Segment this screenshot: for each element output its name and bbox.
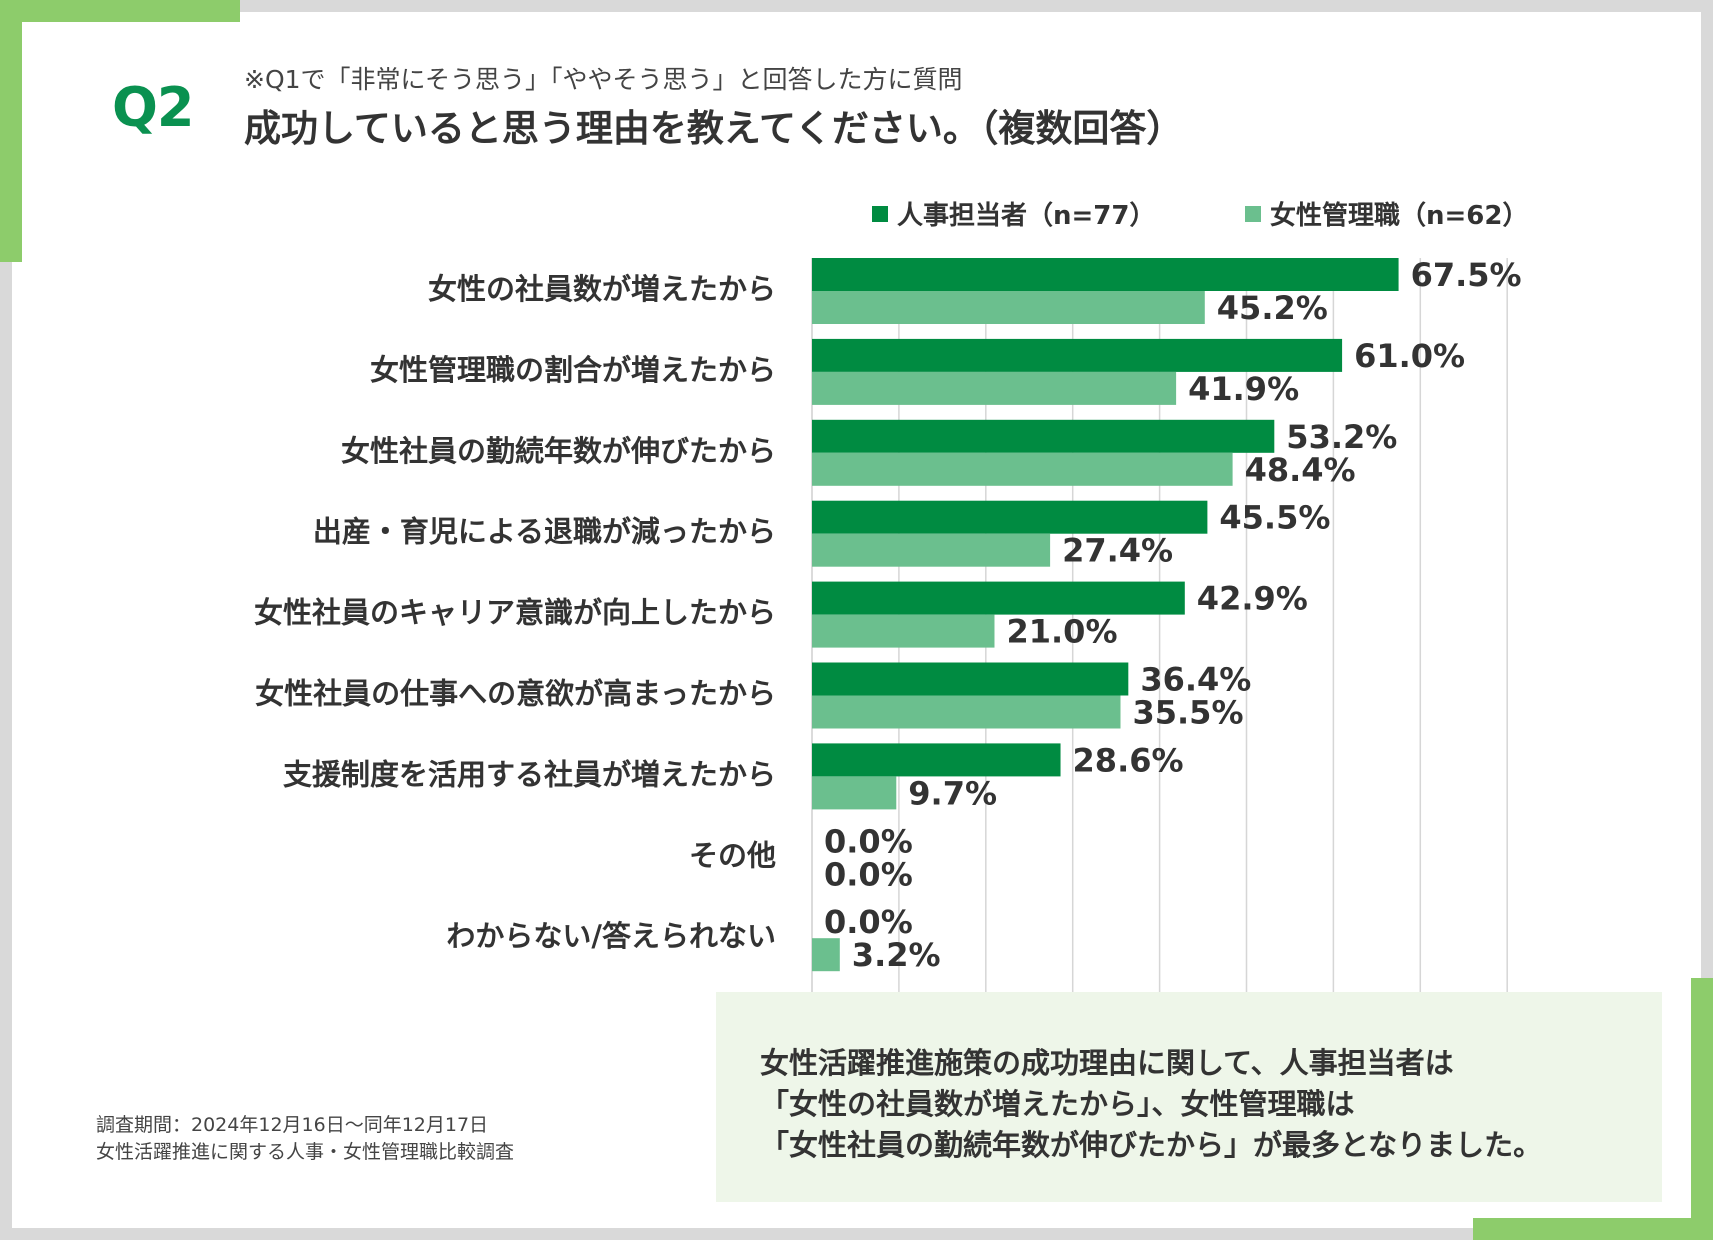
page-title: 成功していると思う理由を教えてください。（複数回答） [244, 107, 1184, 150]
bar-hr [812, 500, 1208, 534]
bar-hr [812, 581, 1185, 615]
bar-manager [812, 291, 1205, 324]
category-label: 女性社員のキャリア意識が向上したから [254, 596, 776, 630]
category-label: 支援制度を活用する社員が増えたから [283, 757, 776, 791]
data-label-hr: 61.0% [1354, 337, 1465, 375]
data-label-manager: 9.7% [908, 774, 997, 812]
bar-hr [812, 338, 1343, 372]
data-label-hr: 45.5% [1219, 499, 1330, 537]
category-label: 女性の社員数が増えたから [428, 272, 776, 306]
data-label-hr: 0.0% [824, 822, 913, 860]
bar-manager [812, 533, 1051, 567]
summary-line-3: 「女性社員の勤続年数が伸びたから」が最多となりました。 [760, 1128, 1543, 1162]
bar-hr [812, 419, 1275, 453]
summary-line-2: 「女性の社員数が増えたから」、女性管理職は [760, 1087, 1355, 1121]
data-label-manager: 21.0% [1006, 613, 1117, 651]
survey-name: 女性活躍推進に関する人事・女性管理職比較調査 [96, 1141, 515, 1163]
legend-swatch-hr [872, 205, 888, 222]
bar-manager [812, 938, 840, 972]
summary-line-1: 女性活躍推進施策の成功理由に関して、人事担当者は [760, 1046, 1454, 1080]
data-label-manager: 45.2% [1217, 289, 1328, 327]
data-label-manager: 41.9% [1188, 370, 1299, 408]
data-label-manager: 35.5% [1132, 694, 1243, 732]
summary-box: 女性活躍推進施策の成功理由に関して、人事担当者は 「女性の社員数が増えたから」、… [716, 992, 1662, 1202]
accent-top-left-horizontal [0, 0, 240, 22]
data-label-hr: 28.6% [1073, 741, 1184, 779]
data-label-manager: 3.2% [852, 936, 941, 974]
category-label: わからない/答えられない [446, 919, 776, 953]
bar-hr [812, 743, 1061, 777]
category-label: その他 [689, 838, 776, 872]
data-label-hr: 67.5% [1411, 256, 1522, 294]
bar-manager [812, 371, 1177, 405]
bar-manager [812, 776, 897, 810]
question-number: Q2 [112, 76, 194, 139]
legend-item-hr: 人事担当者（n=77） [872, 195, 1155, 232]
category-label: 女性社員の勤続年数が伸びたから [341, 434, 776, 468]
data-label-hr: 53.2% [1286, 418, 1397, 456]
question-note: ※Q1で「非常にそう思う」「ややそう思う」と回答した方に質問 [244, 65, 963, 94]
bar-manager [812, 614, 995, 648]
category-label: 出産・育児による退職が減ったから [313, 515, 776, 549]
data-label-manager: 0.0% [824, 855, 913, 893]
survey-period: 調査期間：2024年12月16日～同年12月17日 [96, 1114, 489, 1136]
category-label: 女性管理職の割合が増えたから [370, 353, 776, 387]
bar-chart: 女性の社員数が増えたから 67.5% 45.2% 女性管理職の割合が増えたから 61.0… [254, 256, 1522, 993]
accent-bottom-right-vertical [1691, 978, 1713, 1240]
bar-hr [812, 662, 1129, 696]
legend-item-manager: 女性管理職（n=62） [1245, 195, 1528, 232]
legend-label-hr: 人事担当者（n=77） [897, 201, 1156, 231]
bar-manager [812, 695, 1121, 729]
category-label: 女性社員の仕事への意欲が高まったから [255, 677, 776, 711]
data-label-manager: 27.4% [1062, 532, 1173, 570]
accent-top-left-vertical [0, 0, 22, 262]
legend-label-manager: 女性管理職（n=62） [1270, 201, 1529, 231]
data-label-manager: 48.4% [1245, 451, 1356, 489]
bar-hr [812, 258, 1399, 291]
data-label-hr: 36.4% [1140, 661, 1251, 699]
bar-manager [812, 452, 1233, 486]
legend-swatch-manager [1245, 205, 1261, 222]
data-label-hr: 42.9% [1197, 580, 1308, 618]
accent-bottom-right-horizontal [1473, 1218, 1713, 1240]
data-label-hr: 0.0% [824, 903, 913, 941]
